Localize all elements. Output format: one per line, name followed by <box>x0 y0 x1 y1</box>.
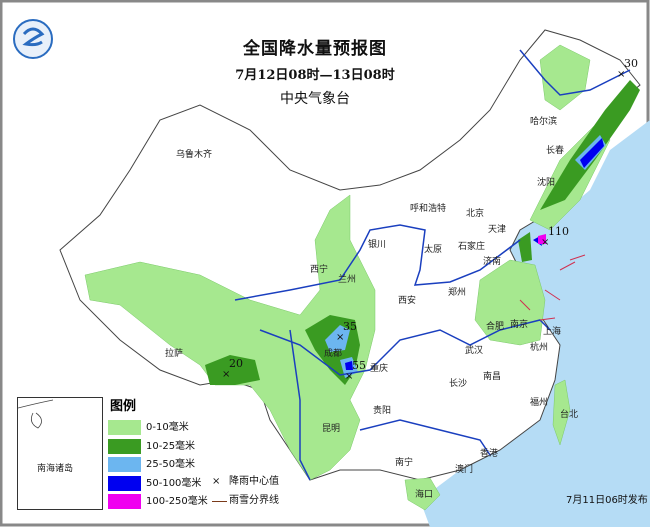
south-china-sea-inset <box>17 397 103 510</box>
legend-swatch <box>108 475 141 491</box>
rain-center-marker-icon: × <box>345 371 354 382</box>
legend-swatch <box>108 438 141 454</box>
city-label: 澳门 <box>455 465 474 475</box>
inset-label: 南海诸岛 <box>37 464 74 474</box>
city-label: 拉萨 <box>165 349 184 359</box>
legend-label: 10-25毫米 <box>146 440 196 452</box>
city-label: 天津 <box>488 225 507 235</box>
rain-center-value: 110 <box>548 225 569 238</box>
legend-label: 25-50毫米 <box>146 459 196 470</box>
rivers <box>234 49 631 481</box>
wind-barbs <box>519 254 586 321</box>
rain-center-marker-icon: × <box>222 369 231 380</box>
legend-swatch <box>108 457 141 472</box>
city-label: 重庆 <box>370 364 389 374</box>
city-label: 南京 <box>510 320 529 330</box>
issue-time: 7月11日06时发布 <box>566 495 648 506</box>
rain-center-value: 55 <box>352 359 366 372</box>
city-label: 济南 <box>483 257 502 267</box>
city-label: 哈尔滨 <box>530 117 558 127</box>
city-label: 西安 <box>398 296 417 306</box>
city-label: 西宁 <box>310 265 329 275</box>
city-label: 北京 <box>466 209 485 219</box>
city-label: 乌鲁木齐 <box>176 150 213 160</box>
forecast-period: 7月12日08时—13日08时 <box>235 68 395 83</box>
rain-center-value: 35 <box>343 320 357 333</box>
rain-center-symbol: × <box>212 476 221 487</box>
legend-label: 100-250毫米 <box>146 496 208 507</box>
rain-center-marker-icon: × <box>541 237 550 248</box>
city-label: 成都 <box>324 349 343 359</box>
city-label: 太原 <box>424 245 443 255</box>
city-label: 南昌 <box>483 372 502 382</box>
city-label: 合肥 <box>486 322 505 332</box>
city-label: 长春 <box>546 146 565 156</box>
rain-snow-label: 雨雪分界线 <box>229 495 279 506</box>
city-label: 海口 <box>415 490 434 500</box>
legend-swatch <box>108 494 141 509</box>
rain-center-marker-icon: × <box>336 332 345 343</box>
city-label: 郑州 <box>448 288 467 298</box>
issuer: 中央气象台 <box>280 91 350 107</box>
legend-title: 图例 <box>110 399 137 414</box>
rain-center-value: 20 <box>229 357 243 370</box>
map-title: 全国降水量预报图 <box>243 39 387 59</box>
city-label: 南宁 <box>395 458 414 468</box>
city-label: 沈阳 <box>537 178 556 188</box>
city-label: 昆明 <box>322 424 341 434</box>
rain-center-value: 30 <box>624 57 638 70</box>
city-label: 上海 <box>543 327 562 337</box>
inset-map <box>17 399 54 429</box>
city-label: 贵阳 <box>373 406 392 416</box>
rain-center-marker-icon: × <box>617 69 626 80</box>
legend-swatch <box>108 420 141 435</box>
cma-logo <box>13 19 53 59</box>
city-label: 武汉 <box>465 346 484 356</box>
sea-area <box>420 120 650 527</box>
city-label: 石家庄 <box>458 242 486 252</box>
rain-center-label: 降雨中心值 <box>229 476 279 487</box>
city-label: 呼和浩特 <box>410 204 447 214</box>
rain-100-250-area <box>538 234 546 244</box>
city-label: 福州 <box>530 398 549 408</box>
city-label: 长沙 <box>449 379 468 389</box>
city-label: 银川 <box>368 240 387 250</box>
legend-label: 50-100毫米 <box>146 477 202 489</box>
legend-label: 0-10毫米 <box>146 422 189 433</box>
city-label: 台北 <box>560 410 579 420</box>
city-label: 兰州 <box>338 275 357 285</box>
rain-snow-line-icon <box>212 501 227 502</box>
city-label: 杭州 <box>530 343 549 353</box>
city-label: 香港 <box>480 449 499 459</box>
